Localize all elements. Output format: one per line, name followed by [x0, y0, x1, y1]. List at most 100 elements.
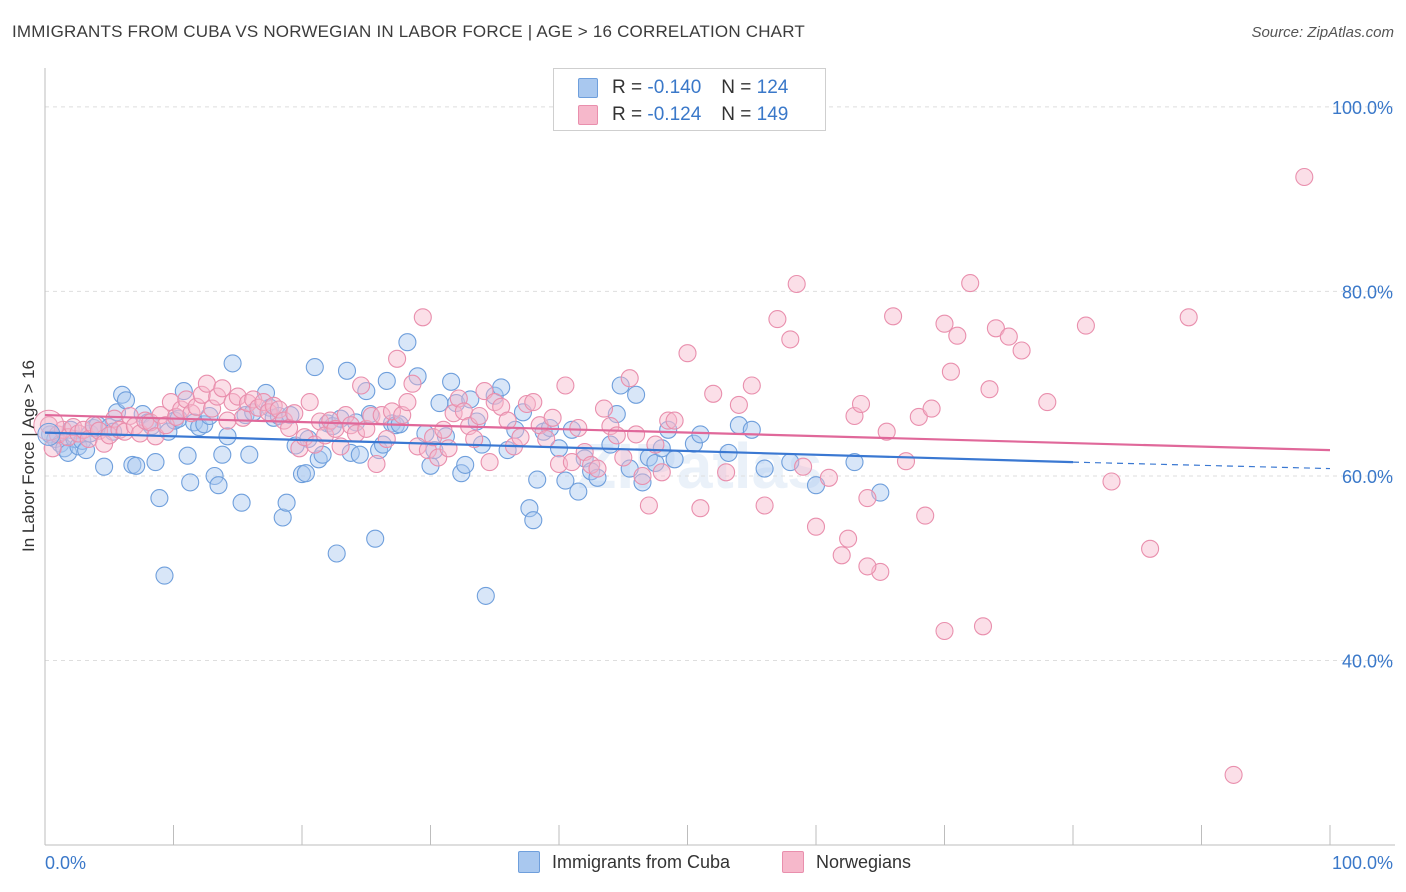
cuba-point: [150, 489, 169, 508]
cuba-point: [430, 394, 449, 413]
norway-point: [398, 393, 417, 412]
legend-label-cuba: Immigrants from Cuba: [552, 851, 731, 872]
norway-point: [973, 617, 993, 636]
norway-n-value: 149: [756, 104, 789, 125]
norway-point: [269, 400, 288, 419]
cuba-point: [209, 476, 228, 495]
norway-point: [832, 546, 851, 565]
norway-point: [524, 393, 543, 412]
norway-point: [646, 435, 665, 454]
cuba-point: [611, 376, 630, 395]
cuba-point: [337, 361, 357, 380]
norway-point: [961, 274, 980, 293]
norway-point: [192, 385, 211, 404]
cuba-trend-line: [44, 431, 1074, 464]
cuba-trend-extension: [1072, 461, 1331, 470]
norway-point: [858, 557, 877, 576]
norway-point: [877, 422, 896, 441]
norway-point: [213, 379, 232, 398]
y-tick-label: 80.0%: [1342, 282, 1393, 302]
norway-point: [105, 409, 124, 428]
cuba-point: [95, 457, 114, 476]
norway-point: [439, 439, 458, 458]
norway-point: [620, 369, 639, 388]
cuba-point: [528, 470, 547, 489]
norway-point: [1295, 167, 1314, 187]
cuba-point: [37, 422, 61, 446]
grid-lines: [45, 106, 1395, 661]
cuba-point: [155, 566, 174, 585]
norway-point: [639, 496, 658, 515]
correlation-legend: R = -0.140 N = 124 R = -0.124 N = 149: [553, 68, 826, 131]
norway-point: [941, 362, 960, 381]
norway-point: [377, 429, 396, 449]
norway-point: [388, 349, 407, 368]
norway-point: [768, 310, 787, 329]
norway-point: [254, 393, 273, 412]
norway-point: [896, 452, 916, 471]
norway-point: [326, 419, 345, 438]
norway-point: [285, 404, 304, 423]
cuba-point: [116, 391, 136, 410]
correlation-row-norway: R = -0.124 N = 149: [578, 104, 788, 126]
cuba-point: [218, 427, 237, 446]
cuba-point: [524, 511, 543, 530]
norway-point: [678, 344, 697, 363]
norway-point: [839, 529, 858, 548]
norway-point: [480, 453, 499, 472]
norway-point: [187, 397, 206, 416]
chart-title: IMMIGRANTS FROM CUBA VS NORWEGIAN IN LAB…: [12, 22, 805, 41]
cuba-point: [659, 420, 678, 439]
trend-lines: [44, 413, 1331, 470]
x-tick-label: 0.0%: [45, 853, 86, 873]
cuba-point: [691, 425, 710, 444]
cuba-point: [277, 493, 296, 512]
norway-point: [781, 330, 800, 349]
norway-point: [633, 466, 652, 486]
norway-point: [691, 499, 710, 518]
cuba-point: [377, 371, 396, 390]
cuba-point: [213, 445, 232, 464]
cuba-point: [627, 385, 646, 404]
norway-point: [1076, 316, 1095, 335]
norway-point: [413, 308, 432, 327]
norway-point: [851, 394, 871, 414]
cuba-point: [569, 482, 588, 501]
cuba-point: [296, 464, 315, 483]
norway-point: [556, 376, 575, 395]
cuba-point: [755, 459, 774, 478]
norway-point: [295, 428, 314, 447]
norway-swatch-icon: [578, 105, 598, 125]
norway-point: [543, 408, 562, 427]
norway-point: [1102, 472, 1121, 491]
cuba-point: [127, 456, 146, 475]
norway-point: [562, 453, 581, 472]
norway-point: [352, 376, 371, 395]
cuba-point: [205, 466, 224, 486]
cuba-point: [452, 464, 471, 483]
norway-point: [228, 387, 247, 406]
norway-point: [511, 428, 530, 447]
norway-point: [742, 376, 761, 395]
norway-point: [935, 621, 954, 641]
legend-item-cuba[interactable]: Immigrants from Cuba: [518, 851, 730, 873]
norway-point: [1179, 308, 1198, 327]
norway-point: [704, 384, 723, 403]
norway-point: [203, 399, 222, 418]
cuba-point: [442, 372, 461, 391]
norway-point: [659, 411, 678, 430]
norway-point: [806, 517, 826, 536]
y-tick-label: 40.0%: [1342, 651, 1393, 671]
legend-item-norway[interactable]: Norwegians: [782, 851, 911, 873]
chart-source: Source: ZipAtlas.com: [1251, 24, 1394, 41]
norway-point: [429, 448, 448, 467]
norway-point: [223, 393, 242, 412]
cuba-swatch-icon: [578, 78, 598, 98]
norway-point: [729, 395, 748, 414]
norway-point: [665, 411, 684, 430]
r-label: R =: [612, 104, 643, 125]
norway-legend-icon: [782, 851, 804, 873]
norway-trend-line: [44, 413, 1331, 452]
cuba-point: [341, 443, 360, 462]
